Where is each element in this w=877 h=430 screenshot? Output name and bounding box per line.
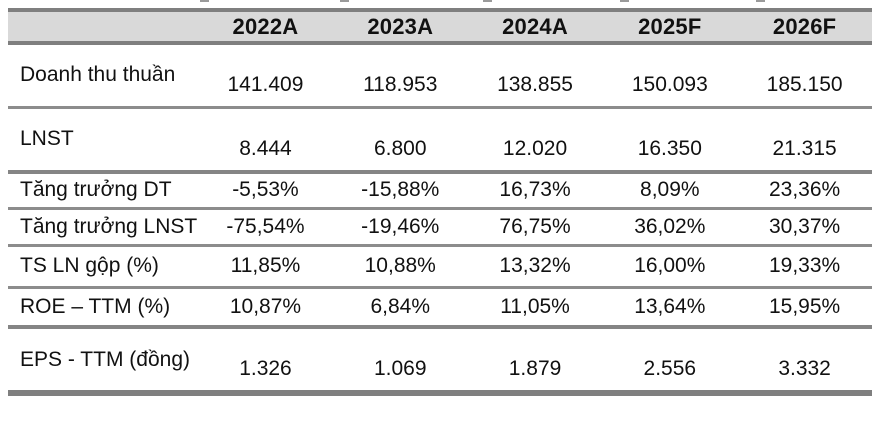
cell-value: 6,84% [370,294,431,318]
cell-value: 13,32% [499,254,571,277]
cell-value: 15,95% [768,294,841,318]
cell-value: 118.953 [363,72,438,96]
cell-value: 13,64% [634,294,706,318]
cell-value: -75,54% [226,214,305,238]
table-row-tang-truong-dt: Tăng trưởng DT -5,53% -15,88% 16,73% 8,0… [8,172,872,208]
cell-value: 16,00% [634,254,706,277]
financial-summary-table: 2022A 2023A 2024A 2025F 2026F Doanh thu … [8,8,872,396]
cell-value: 23,36% [768,178,841,202]
cell-value: 2.556 [643,357,697,380]
row-label: ROE – TTM (%) [20,294,171,318]
cell-value: 10,87% [229,294,302,318]
cell-value: 3.332 [778,357,831,380]
cell-value: 30,37% [768,214,841,238]
table-row-ts-ln-gop: TS LN gộp (%) 11,85% 10,88% 13,32% 16,00… [8,245,872,287]
top-edge-tick [483,0,492,2]
cell-value: 12.020 [502,137,568,160]
column-header-2022a: 2022A [232,13,299,39]
cell-value: 36,02% [634,214,706,238]
top-edge-tick [620,0,629,2]
cell-value: 150.093 [631,72,708,96]
cell-value: 16,73% [499,178,571,202]
cell-value: 8,09% [640,178,700,202]
cell-value: 19,33% [768,254,841,277]
cell-value: 8.444 [239,137,292,160]
cell-value: 138.855 [497,72,573,96]
cell-value: 1.069 [373,357,427,380]
column-header-2023a: 2023A [367,13,434,39]
cell-value: 1.326 [239,357,292,380]
cell-value: 76,75% [499,214,571,238]
column-header-2026f: 2026F [772,13,837,39]
cell-value: 185.150 [766,72,843,96]
row-label: Doanh thu thuần [20,63,176,87]
cell-value: -19,46% [361,214,440,238]
cell-value: 6.800 [373,137,427,160]
column-header-2025f: 2025F [638,13,702,39]
cell-value: 21.315 [772,137,837,160]
cell-value: -15,88% [361,178,440,202]
top-edge-tick [756,0,765,2]
table-row-doanh-thu-thuan: Doanh thu thuần 141.409 118.953 138.855 … [8,43,872,107]
table-row-lnst: LNST 8.444 6.800 12.020 16.350 21.315 [8,107,872,172]
column-header-2024a: 2024A [502,13,568,39]
table-row-eps-ttm: EPS - TTM (đồng) 1.326 1.069 1.879 2.556… [8,327,872,393]
header-row: 2022A 2023A 2024A 2025F 2026F [8,10,872,43]
cell-value: 11,85% [230,254,301,277]
row-label: TS LN gộp (%) [20,254,159,277]
cell-value: 10,88% [364,254,436,277]
cell-value: 141.409 [227,72,304,96]
table-row-tang-truong-lnst: Tăng trưởng LNST -75,54% -19,46% 76,75% … [8,208,872,245]
row-label: EPS - TTM (đồng) [20,347,190,371]
cell-value: 1.879 [508,357,562,380]
table-row-roe-ttm: ROE – TTM (%) 10,87% 6,84% 11,05% 13,64%… [8,287,872,327]
cell-value: 11,05% [500,294,570,318]
top-edge-tick [200,0,209,2]
top-edge-tick [340,0,349,2]
column-header-empty [8,10,198,43]
row-label: LNST [20,127,74,151]
cell-value: 16.350 [637,137,702,160]
row-label: Tăng trưởng DT [20,178,172,202]
cell-value: -5,53% [232,178,299,202]
row-label: Tăng trưởng LNST [20,214,198,238]
